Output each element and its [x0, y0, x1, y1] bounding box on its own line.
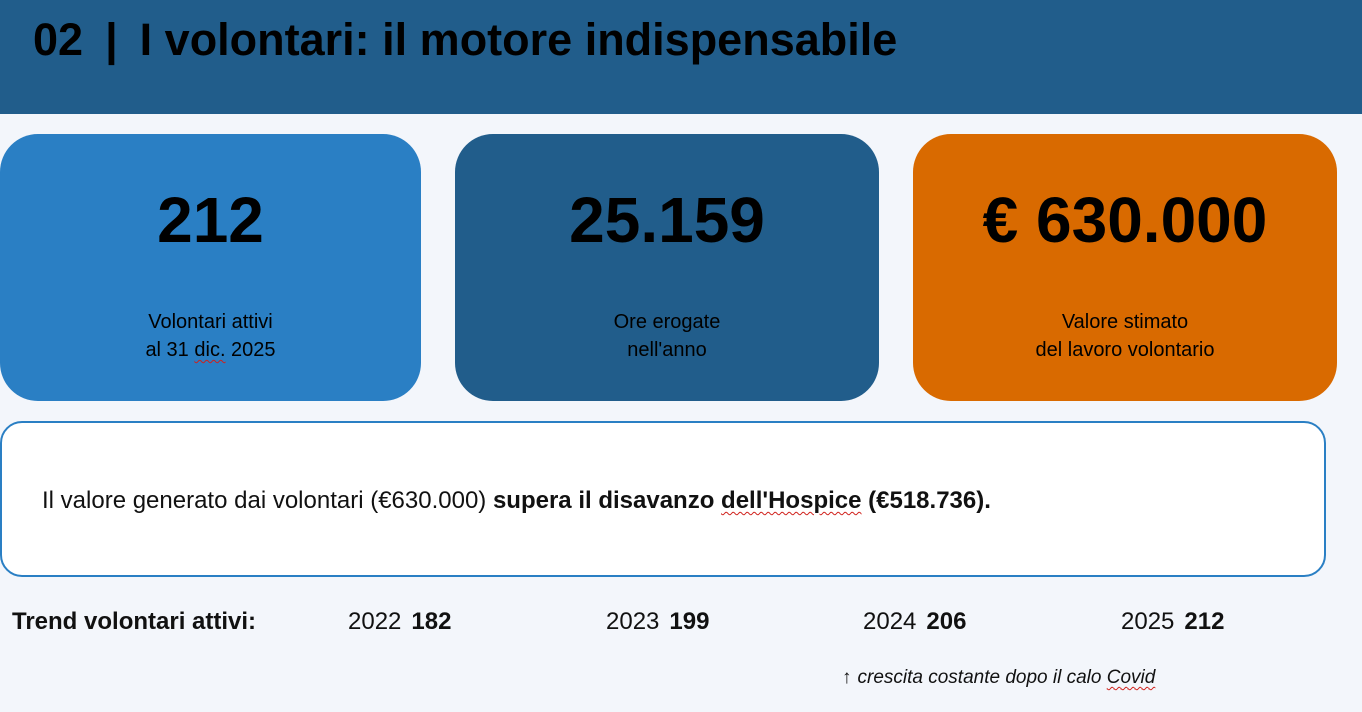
stat-label-line2: al 31 dic. 2025 [145, 339, 276, 361]
stat-card-volunteers: 212 Volontari attivi al 31 dic. 2025 [0, 134, 421, 401]
section-number: 02 [33, 14, 84, 65]
trend-value: 182 [411, 608, 452, 635]
trend-value: 212 [1184, 608, 1225, 635]
callout-bold: supera il disavanzo dell'Hospice (€518.7… [492, 487, 991, 514]
trend-note: ↑ crescita costante dopo il calo Covid [842, 667, 1155, 689]
stat-label-line2: del lavoro volontario [1035, 339, 1215, 361]
spellcheck-word: dell'Hospice [721, 487, 862, 514]
trend-item-2022: 2022 182 [348, 608, 451, 636]
stat-label-euro: Valore stimato del lavoro volontario [913, 308, 1337, 364]
callout-text: Il valore generato dai volontari (€630.0… [42, 487, 991, 515]
stat-value-euro: € 630.000 [982, 184, 1268, 256]
stat-label-line2: nell'anno [627, 339, 707, 361]
stat-label-line1: Ore erogate [613, 311, 721, 333]
callout-plain: Il valore generato dai volontari (€630.0… [42, 487, 493, 514]
note-text: crescita costante dopo il calo [857, 667, 1107, 688]
trend-value: 206 [926, 608, 967, 635]
header-bar: 02 | I volontari: il motore indispensabile [0, 0, 1362, 114]
trend-value: 199 [669, 608, 710, 635]
trend-year: 2023 [606, 608, 660, 635]
trend-year: 2025 [1121, 608, 1175, 635]
stat-label-hours: Ore erogate nell'anno [455, 308, 879, 364]
stat-card-value: € 630.000 Valore stimato del lavoro volo… [913, 134, 1337, 401]
trend-item-2025: 2025 212 [1121, 608, 1224, 636]
stat-card-hours: 25.159 Ore erogate nell'anno [455, 134, 879, 401]
arrow-up-icon: ↑ [842, 667, 852, 688]
trend-item-2024: 2024 206 [863, 608, 966, 636]
stat-label-line1: Volontari attivi [148, 311, 273, 333]
highlight-callout: Il valore generato dai volontari (€630.0… [0, 421, 1326, 577]
trend-year: 2022 [348, 608, 402, 635]
page-title: 02 | I volontari: il motore indispensabile [33, 14, 897, 66]
stat-value-hours: 25.159 [569, 184, 765, 256]
stat-value-volunteers: 212 [157, 184, 264, 256]
trend-year: 2024 [863, 608, 917, 635]
title-separator: | [105, 14, 118, 65]
trend-item-2023: 2023 199 [606, 608, 709, 636]
spellcheck-word: dic. [194, 339, 226, 361]
trend-label: Trend volontari attivi: [12, 608, 257, 635]
section-title: I volontari: il motore indispensabile [139, 14, 898, 65]
stat-label-volunteers: Volontari attivi al 31 dic. 2025 [0, 308, 421, 364]
spellcheck-word: Covid [1106, 667, 1156, 688]
stat-label-line1: Valore stimato [1061, 311, 1189, 333]
